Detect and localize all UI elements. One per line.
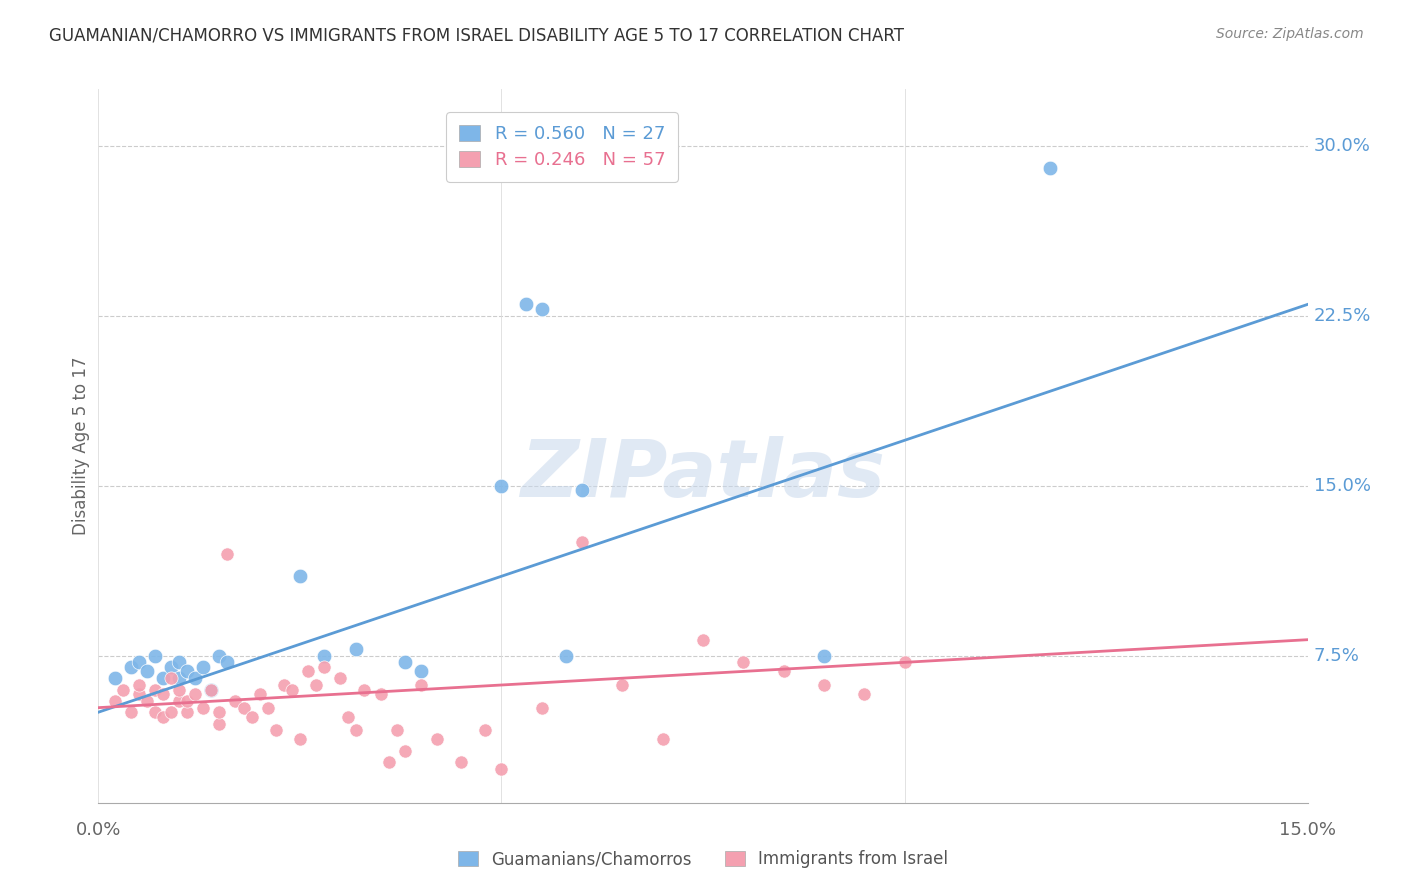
Point xyxy=(184,671,207,685)
Point xyxy=(1039,161,1062,176)
Point xyxy=(426,732,449,747)
Point xyxy=(394,656,416,670)
Point xyxy=(152,671,174,685)
Point xyxy=(200,682,222,697)
Point xyxy=(193,660,215,674)
Point xyxy=(893,656,915,670)
Point xyxy=(409,665,432,679)
Point xyxy=(329,671,352,685)
Point xyxy=(152,709,174,723)
Point xyxy=(281,682,304,697)
Point xyxy=(167,671,190,685)
Point xyxy=(120,660,142,674)
Point xyxy=(249,687,271,701)
Point xyxy=(344,723,367,738)
Point xyxy=(314,648,336,663)
Point xyxy=(273,678,295,692)
Point xyxy=(651,732,673,747)
Point xyxy=(813,648,835,663)
Y-axis label: Disability Age 5 to 17: Disability Age 5 to 17 xyxy=(72,357,90,535)
Point xyxy=(772,665,794,679)
Point xyxy=(208,716,231,731)
Point xyxy=(571,483,593,498)
Text: 30.0%: 30.0% xyxy=(1313,136,1371,155)
Point xyxy=(135,665,157,679)
Point xyxy=(143,705,166,719)
Text: 15.0%: 15.0% xyxy=(1279,821,1336,838)
Text: GUAMANIAN/CHAMORRO VS IMMIGRANTS FROM ISRAEL DISABILITY AGE 5 TO 17 CORRELATION : GUAMANIAN/CHAMORRO VS IMMIGRANTS FROM IS… xyxy=(49,27,904,45)
Point xyxy=(152,687,174,701)
Point xyxy=(208,648,231,663)
Point xyxy=(394,744,416,758)
Point xyxy=(314,660,336,674)
Point xyxy=(193,700,215,714)
Point xyxy=(167,656,190,670)
Point xyxy=(176,665,198,679)
Legend: Guamanians/Chamorros, Immigrants from Israel: Guamanians/Chamorros, Immigrants from Is… xyxy=(450,842,956,877)
Point xyxy=(450,755,472,769)
Point xyxy=(160,671,183,685)
Point xyxy=(256,700,278,714)
Point xyxy=(160,660,183,674)
Point xyxy=(128,656,150,670)
Point xyxy=(474,723,496,738)
Point xyxy=(103,671,125,685)
Point xyxy=(217,656,239,670)
Point xyxy=(692,632,714,647)
Point xyxy=(135,694,157,708)
Point xyxy=(103,694,125,708)
Point xyxy=(232,700,254,714)
Point xyxy=(370,687,392,701)
Point xyxy=(555,648,578,663)
Point xyxy=(167,682,190,697)
Point xyxy=(515,297,537,311)
Text: 22.5%: 22.5% xyxy=(1313,307,1371,325)
Point xyxy=(240,709,263,723)
Point xyxy=(120,705,142,719)
Point xyxy=(297,665,319,679)
Point xyxy=(530,301,553,316)
Point xyxy=(176,694,198,708)
Point xyxy=(143,648,166,663)
Point xyxy=(733,656,755,670)
Point xyxy=(176,705,198,719)
Point xyxy=(813,678,835,692)
Point xyxy=(530,700,553,714)
Point xyxy=(853,687,876,701)
Text: 15.0%: 15.0% xyxy=(1313,476,1371,495)
Point xyxy=(344,641,367,656)
Point xyxy=(612,678,634,692)
Point xyxy=(491,762,513,776)
Point xyxy=(305,678,328,692)
Text: 0.0%: 0.0% xyxy=(76,821,121,838)
Point xyxy=(111,682,134,697)
Point xyxy=(353,682,375,697)
Point xyxy=(377,755,399,769)
Point xyxy=(337,709,360,723)
Point xyxy=(184,687,207,701)
Text: Source: ZipAtlas.com: Source: ZipAtlas.com xyxy=(1216,27,1364,41)
Text: ZIPatlas: ZIPatlas xyxy=(520,435,886,514)
Point xyxy=(288,569,311,583)
Point xyxy=(128,687,150,701)
Point xyxy=(288,732,311,747)
Point xyxy=(571,535,593,549)
Point xyxy=(200,682,222,697)
Point xyxy=(264,723,287,738)
Point xyxy=(167,694,190,708)
Point xyxy=(409,678,432,692)
Point xyxy=(208,705,231,719)
Point xyxy=(491,478,513,492)
Point xyxy=(385,723,408,738)
Point xyxy=(217,547,239,561)
Point xyxy=(160,705,183,719)
Point xyxy=(143,682,166,697)
Point xyxy=(224,694,246,708)
Text: 7.5%: 7.5% xyxy=(1313,647,1360,665)
Point xyxy=(128,678,150,692)
